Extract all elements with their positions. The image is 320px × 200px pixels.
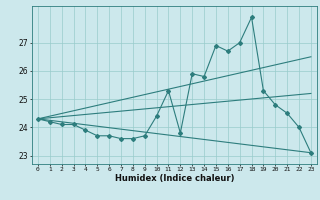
X-axis label: Humidex (Indice chaleur): Humidex (Indice chaleur) [115,174,234,183]
